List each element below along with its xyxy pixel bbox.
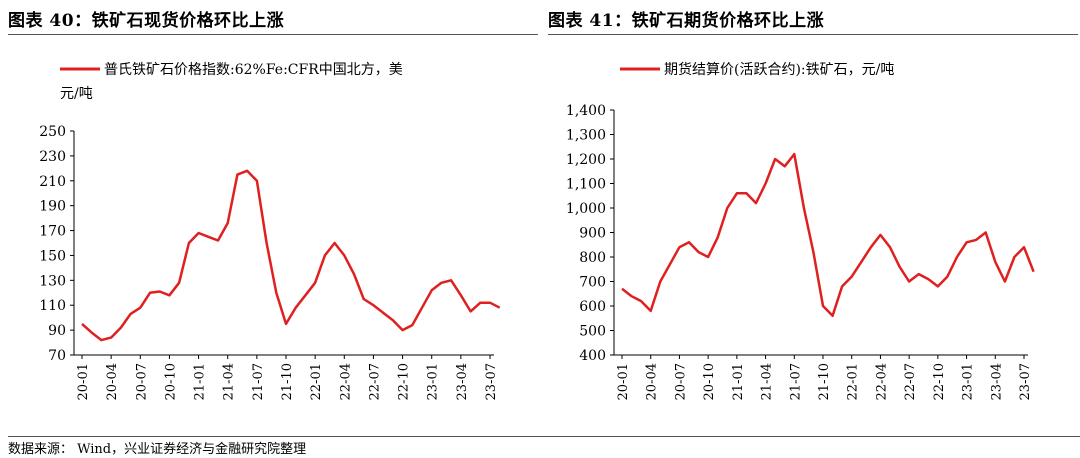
y-tick-label: 1,200: [566, 152, 606, 168]
y-tick-label: 1,000: [566, 201, 606, 217]
y-tick-label: 90: [48, 323, 66, 339]
x-tick-label: 21-07: [251, 363, 266, 400]
legend-label: 普氏铁矿石价格指数:62%Fe:CFR中国北方，美: [104, 62, 403, 78]
x-tick-label: 23-01: [961, 363, 976, 400]
x-tick-label: 20-10: [163, 363, 178, 400]
chart-svg-right: 期货结算价(活跃合约):铁矿石，元/吨 400 500 600 700 800 900 1,0…: [566, 61, 1035, 400]
title-divider-right: [548, 34, 1078, 35]
x-tick-label: 21-04: [760, 363, 775, 400]
x-tick-label: 21-10: [817, 363, 832, 400]
x-tick-label: 22-07: [903, 363, 918, 400]
y-tick-label: 170: [39, 224, 66, 240]
x-tick-label: 20-01: [76, 363, 91, 400]
title-divider-left: [8, 34, 538, 35]
x-tick-label: 22-01: [846, 363, 861, 400]
y-tick-label: 130: [39, 273, 66, 289]
x-tick-label: 21-07: [788, 363, 803, 400]
x-tick-label: 20-07: [134, 363, 149, 400]
x-tick-label: 20-10: [702, 363, 717, 400]
footer-divider: [8, 436, 1080, 437]
y-tick-label: 600: [579, 299, 606, 315]
x-tick-label: 21-10: [280, 363, 295, 400]
x-tick-label: 22-04: [338, 363, 353, 400]
x-tick-label: 23-04: [989, 363, 1004, 400]
x-tick-label: 20-01: [616, 363, 631, 400]
x-tick-label: 22-04: [874, 363, 889, 400]
source-note: 数据来源： Wind，兴业证券经济与金融研究院整理: [8, 442, 307, 457]
legend-label: 元/吨: [60, 86, 93, 102]
x-tick-label: 21-04: [222, 363, 237, 400]
x-tick-label: 20-04: [105, 363, 120, 400]
y-tick-label: 190: [39, 199, 66, 215]
x-tick-label: 20-04: [645, 363, 660, 400]
y-tick-label: 150: [39, 248, 66, 264]
y-tick-label: 1,100: [566, 177, 606, 193]
y-tick-label: 250: [39, 124, 66, 140]
series-line: [81, 169, 501, 342]
x-tick-label: 22-10: [932, 363, 947, 400]
chart-title-left: 图表 40：铁矿石现货价格环比上涨: [8, 11, 285, 31]
chart-panel-left: 图表 40：铁矿石现货价格环比上涨 普氏铁矿石价格指数:62%Fe:CFR中国北…: [8, 0, 538, 440]
chart-panel-right: 图表 41：铁矿石期货价格环比上涨 期货结算价(活跃合约):铁矿石，元/吨 400…: [548, 0, 1078, 440]
x-tick-label: 23-01: [426, 363, 441, 400]
x-tick-label: 22-10: [397, 363, 412, 400]
x-tick-label: 23-07: [1018, 363, 1033, 400]
series-line: [621, 152, 1035, 318]
y-tick-label: 700: [579, 275, 606, 291]
y-tick-label: 210: [39, 174, 66, 190]
y-tick-label: 230: [39, 149, 66, 165]
chart-svg-left: 普氏铁矿石价格指数:62%Fe:CFR中国北方，美元/吨 70 90 110 130 15…: [39, 62, 501, 400]
y-tick-label: 800: [579, 250, 606, 266]
x-tick-label: 22-07: [367, 363, 382, 400]
y-tick-label: 1,300: [566, 128, 606, 144]
y-tick-label: 500: [579, 324, 606, 340]
x-tick-label: 21-01: [731, 363, 746, 400]
legend-label: 期货结算价(活跃合约):铁矿石，元/吨: [664, 61, 894, 78]
y-tick-label: 110: [39, 298, 66, 314]
x-tick-label: 22-01: [309, 363, 324, 400]
x-tick-label: 23-07: [484, 363, 499, 400]
x-tick-label: 23-04: [455, 363, 470, 400]
y-tick-label: 70: [48, 348, 66, 364]
y-tick-label: 900: [579, 226, 606, 242]
y-tick-label: 400: [579, 348, 606, 364]
x-tick-label: 21-01: [193, 363, 208, 400]
y-tick-label: 1,400: [566, 103, 606, 119]
chart-title-right: 图表 41：铁矿石期货价格环比上涨: [548, 11, 825, 31]
x-tick-label: 20-07: [673, 363, 688, 400]
